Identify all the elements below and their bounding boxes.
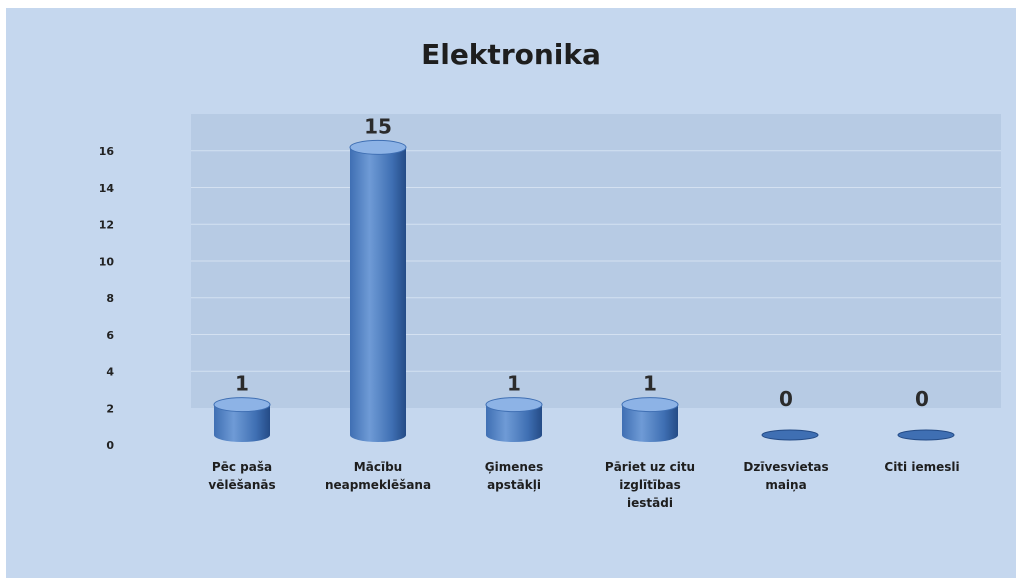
category-label-line: Citi iemesli xyxy=(884,460,959,474)
y-tick-label: 8 xyxy=(106,292,114,305)
category-label: Mācību neapmeklēšana xyxy=(325,460,431,492)
category-label-line: Ģimenes xyxy=(485,460,543,474)
data-label: 1 xyxy=(507,372,521,396)
category-label-line: apstākļi xyxy=(487,478,541,492)
y-tick-label: 4 xyxy=(106,366,114,379)
chart-title: Elektronika xyxy=(421,38,601,71)
bar-body xyxy=(622,404,678,442)
y-tick-label: 10 xyxy=(99,255,115,268)
y-tick-label: 6 xyxy=(106,329,114,342)
category-label: Dzīvesvietas maiņa xyxy=(743,460,828,492)
data-label: 15 xyxy=(364,114,392,138)
bar-body xyxy=(350,147,406,442)
category-label-line: Pāriet uz citu xyxy=(605,460,695,474)
y-tick-label: 0 xyxy=(106,439,114,452)
category-label: Pāriet uz citu izglītības iestādi xyxy=(605,460,695,510)
data-label: 1 xyxy=(235,372,249,396)
y-tick-label: 12 xyxy=(99,219,114,232)
y-tick-label: 2 xyxy=(106,402,114,415)
chart-frame: Elektronika 0 2 4 6 8 10 12 14 16 1 Pēc paša vēlēša… xyxy=(6,8,1016,578)
category-label: Ģimenes apstākļi xyxy=(485,460,543,492)
category-label-line: iestādi xyxy=(627,496,673,510)
category-label-line: neapmeklēšana xyxy=(325,478,431,492)
category-label: Pēc paša vēlēšanās xyxy=(208,460,275,492)
bar-body xyxy=(486,404,542,442)
bar-top xyxy=(485,397,543,413)
bar-body xyxy=(214,404,270,442)
data-label: 1 xyxy=(643,372,657,396)
category-label-line: Dzīvesvietas xyxy=(743,460,828,474)
category-label: Citi iemesli xyxy=(884,460,959,474)
category-label-line: maiņa xyxy=(765,478,806,492)
bar-top xyxy=(213,397,271,413)
category-label-line: Mācību xyxy=(354,460,402,474)
data-label: 0 xyxy=(779,387,793,411)
category-label-line: izglītības xyxy=(619,478,681,492)
data-label: 0 xyxy=(915,387,929,411)
bar-top xyxy=(621,397,679,413)
y-tick-label: 14 xyxy=(99,182,115,195)
bar-flat xyxy=(761,429,819,441)
category-label-line: Pēc paša xyxy=(212,460,272,474)
bar-flat xyxy=(897,429,955,441)
y-tick-label: 16 xyxy=(99,145,115,158)
category-label-line: vēlēšanās xyxy=(208,478,275,492)
bar-top xyxy=(349,139,407,155)
